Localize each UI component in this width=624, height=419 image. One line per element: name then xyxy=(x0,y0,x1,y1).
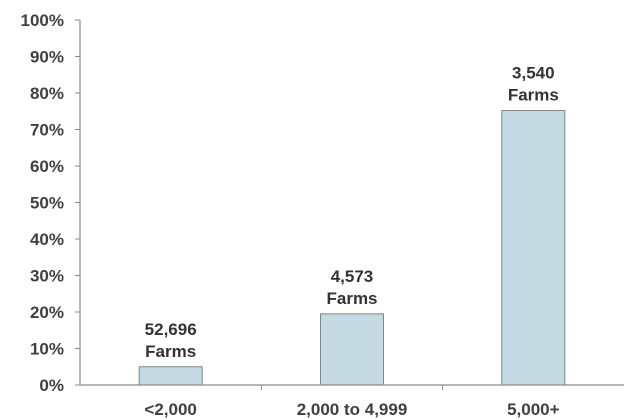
y-axis-ticks: 0% 10% 20% 30% 40% 50% 60% 70% 80% 90% 100% xyxy=(21,11,80,395)
x-axis-category-labels: <2,000 2,000 to 4,999 5,000+ xyxy=(144,400,559,419)
bar-data-label: 3,540 xyxy=(512,64,555,83)
data-labels: 52,696 Farms 4,573 Farms 3,540 Farms xyxy=(145,64,559,361)
bar-data-label: 4,573 xyxy=(331,267,374,286)
y-tick-label: 70% xyxy=(30,121,64,140)
x-category-label: 2,000 to 4,999 xyxy=(297,400,408,419)
bar xyxy=(138,366,203,386)
axes xyxy=(79,20,624,390)
y-tick-label: 10% xyxy=(30,340,64,359)
bar xyxy=(320,313,384,386)
bar-data-label: Farms xyxy=(508,86,559,105)
y-tick-label: 100% xyxy=(21,11,64,30)
x-category-label: <2,000 xyxy=(144,400,196,419)
y-tick-label: 80% xyxy=(30,84,64,103)
y-tick-label: 50% xyxy=(30,194,64,213)
y-tick-label: 30% xyxy=(30,267,64,286)
y-tick-label: 20% xyxy=(30,303,64,322)
bar-data-label: Farms xyxy=(145,342,196,361)
bar xyxy=(501,110,566,386)
y-tick-label: 90% xyxy=(30,48,64,67)
y-tick-label: 40% xyxy=(30,230,64,249)
y-tick-label: 60% xyxy=(30,157,64,176)
x-category-label: 5,000+ xyxy=(507,400,560,419)
bar-data-label: 52,696 xyxy=(145,320,197,339)
bar-data-label: Farms xyxy=(326,289,377,308)
y-tick-label: 0% xyxy=(39,376,64,395)
bars xyxy=(138,110,566,386)
